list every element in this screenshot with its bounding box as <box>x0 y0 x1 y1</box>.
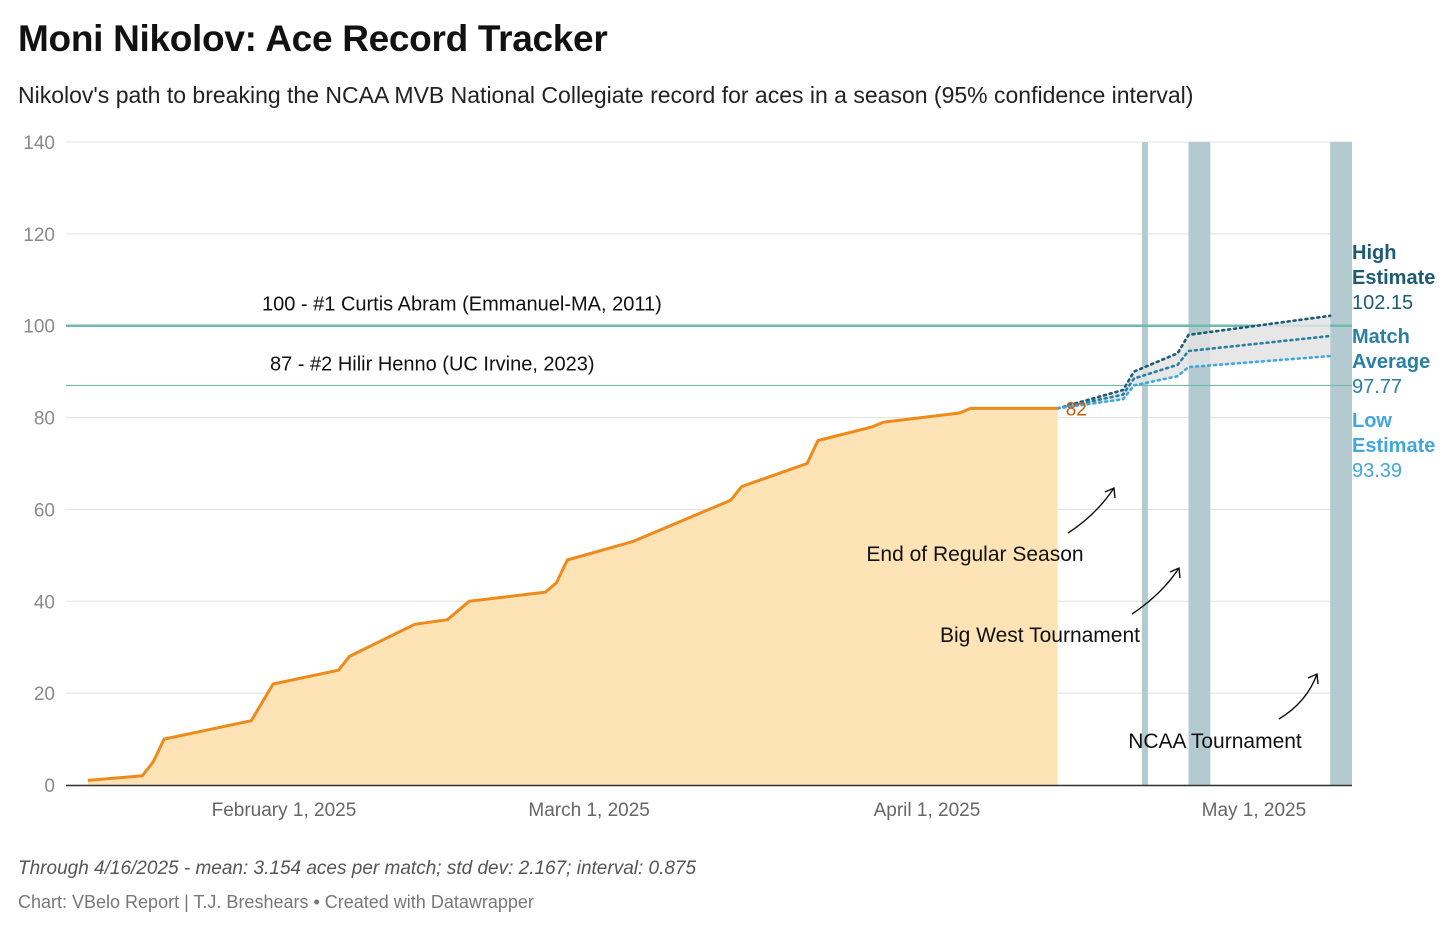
estimate-value-label: 93.39 <box>1352 460 1402 482</box>
annotation-arrow <box>1067 487 1115 534</box>
projection-high-line <box>1056 314 1332 410</box>
confidence-interval-fill <box>1057 315 1331 409</box>
actual-aces-line <box>87 406 1058 782</box>
estimate-name-label: Average <box>1352 351 1430 373</box>
tournament-band <box>1330 142 1352 785</box>
y-tick-label: 120 <box>23 225 55 246</box>
estimate-name-label: High <box>1352 242 1396 264</box>
annotations: End of Regular Season Big West Tournament… <box>866 486 1319 753</box>
y-tick-label: 80 <box>34 409 55 430</box>
annotation-arrow <box>1131 567 1180 615</box>
estimate-name-label: Match <box>1352 326 1410 348</box>
estimate-name-label: Low <box>1352 410 1392 432</box>
reference-lines: 100 - #1 Curtis Abram (Emmanuel-MA, 2011… <box>66 294 1352 387</box>
projection-lines <box>1056 314 1332 410</box>
y-tick-label: 40 <box>34 592 55 613</box>
actual-line: 82 <box>87 399 1087 782</box>
y-tick-label: 60 <box>34 500 55 521</box>
y-tick-label: 20 <box>34 684 55 705</box>
annotation-arrowhead <box>1104 486 1116 499</box>
band-annotation-label: Big West Tournament <box>940 624 1140 647</box>
x-axis: February 1, 2025 March 1, 2025 April 1, 20… <box>66 784 1352 821</box>
credit-line: Chart: VBelo Report | T.J. Breshears • C… <box>18 892 534 912</box>
tournament-band <box>1141 142 1148 785</box>
chart-subtitle: Nikolov's path to breaking the NCAA MVB … <box>18 82 1194 108</box>
estimate-value-label: 102.15 <box>1352 292 1413 314</box>
band-annotation-label: End of Regular Season <box>866 543 1083 566</box>
reference-line-label: 87 - #2 Hilir Henno (UC Irvine, 2023) <box>270 353 595 375</box>
projection-average-line <box>1056 334 1332 410</box>
chart-title: Moni Nikolov: Ace Record Tracker <box>18 18 608 59</box>
ace-tracker-chart: 0 20 40 60 80 100 120 140 100 - #1 Curtis Abram… <box>23 133 1435 821</box>
current-value-label: 82 <box>1066 399 1087 420</box>
tournament-bands <box>1141 142 1352 785</box>
annotation-arrowhead <box>1307 672 1319 685</box>
y-tick-label: 0 <box>44 776 55 797</box>
x-tick-label: March 1, 2025 <box>528 800 649 821</box>
estimate-labels: High Estimate 102.15 Match Average 97.77 Low Es… <box>1352 242 1435 482</box>
y-tick-label: 140 <box>23 133 55 154</box>
footnote: Through 4/16/2025 - mean: 3.154 aces per… <box>18 858 697 879</box>
actual-area-fill <box>87 408 1058 785</box>
projection-low-line <box>1056 354 1332 410</box>
annotation-arrowhead <box>1169 566 1181 579</box>
estimate-name-label: Estimate <box>1352 267 1435 289</box>
x-tick-label: May 1, 2025 <box>1202 800 1307 821</box>
estimate-value-label: 97.77 <box>1352 376 1402 398</box>
y-tick-label: 100 <box>23 317 55 338</box>
x-tick-label: April 1, 2025 <box>874 800 981 821</box>
x-tick-label: February 1, 2025 <box>212 800 357 821</box>
estimate-name-label: Estimate <box>1352 435 1435 457</box>
band-annotation-label: NCAA Tournament <box>1128 730 1302 753</box>
tournament-band <box>1188 142 1211 785</box>
reference-line-label: 100 - #1 Curtis Abram (Emmanuel-MA, 2011… <box>262 294 662 316</box>
annotation-arrow <box>1278 673 1318 720</box>
actual-area <box>87 408 1058 785</box>
